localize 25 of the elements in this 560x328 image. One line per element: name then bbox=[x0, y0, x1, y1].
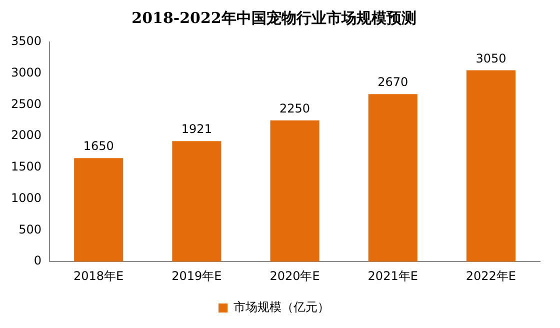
x-tick-label: 2019年E bbox=[172, 268, 222, 283]
x-tick-label: 2018年E bbox=[74, 268, 124, 283]
bar bbox=[270, 120, 320, 262]
y-tick-label: 500 bbox=[18, 222, 42, 236]
y-tick-label: 1000 bbox=[10, 190, 42, 205]
x-tick-label: 2022年E bbox=[466, 268, 516, 283]
x-tick-label: 2021年E bbox=[368, 268, 418, 283]
bar bbox=[466, 70, 516, 262]
data-label: 2670 bbox=[378, 75, 408, 90]
bar bbox=[74, 158, 124, 262]
y-tick-label: 2000 bbox=[10, 128, 42, 142]
legend-label: 市场规模（亿元） bbox=[234, 300, 330, 314]
data-label: 1921 bbox=[181, 122, 212, 136]
y-tick-label: 3500 bbox=[10, 34, 42, 48]
y-tick-label: 1500 bbox=[10, 160, 42, 174]
y-tick-label: 0 bbox=[34, 254, 42, 268]
y-tick-label: 2500 bbox=[10, 96, 42, 111]
y-tick-label: 3000 bbox=[10, 65, 42, 80]
chart-title: 2018-2022年中国宠物行业市场规模预测 bbox=[132, 8, 416, 27]
x-tick-label: 2020年E bbox=[270, 268, 320, 283]
data-label: 2250 bbox=[279, 102, 310, 116]
bar bbox=[172, 141, 222, 262]
data-label: 1650 bbox=[83, 139, 114, 154]
data-label: 3050 bbox=[476, 51, 506, 66]
bar bbox=[368, 94, 418, 262]
